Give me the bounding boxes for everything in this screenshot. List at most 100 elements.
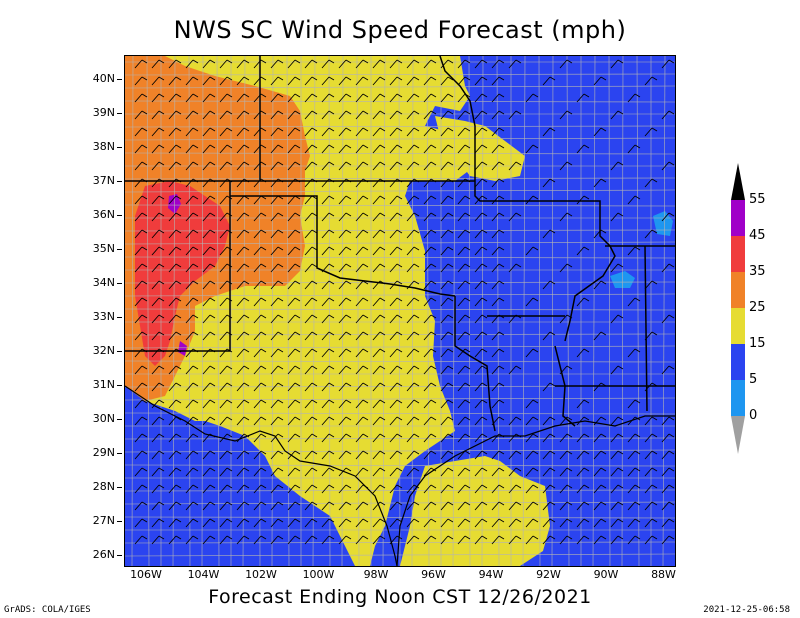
wind-barb (406, 467, 420, 477)
wind-barb (151, 314, 165, 324)
wind-barb (508, 212, 522, 222)
wind-barb (389, 178, 403, 188)
legend-value: 0 (749, 408, 758, 423)
wind-barb (440, 144, 454, 154)
wind-barb (491, 399, 505, 409)
wind-barb (270, 212, 284, 222)
wind-barb (355, 127, 369, 137)
county-line (328, 56, 331, 566)
wind-barb (321, 365, 335, 375)
wind-barb (134, 280, 148, 290)
wind-barb (355, 365, 369, 375)
wind-barb (253, 297, 267, 307)
wind-barb (134, 382, 148, 392)
wind-barb (321, 212, 335, 222)
wind-barb (423, 535, 437, 545)
wind-barb (185, 467, 199, 477)
wind-barb (474, 501, 488, 511)
wind-barb (321, 433, 335, 443)
wind-barb (525, 501, 539, 511)
wind-barb (576, 501, 590, 511)
wind-barb (474, 535, 488, 545)
county-line (608, 56, 611, 566)
wind-barb (406, 195, 420, 205)
wind-barb (423, 382, 437, 392)
wind-barb (321, 331, 335, 341)
wind-barb (576, 416, 590, 426)
wind-barb (236, 212, 250, 222)
wind-barb (270, 484, 284, 494)
wind-barb (661, 433, 675, 443)
wind-barb (321, 280, 335, 290)
wind-barb (287, 263, 301, 273)
wind-barb (440, 280, 454, 290)
wind-barb (508, 450, 522, 460)
wind-barb (372, 348, 386, 358)
wind-barb (406, 229, 420, 239)
wind-barb (236, 246, 250, 256)
wind-barb (508, 314, 522, 324)
wind-barb (406, 144, 420, 154)
wind-barb (168, 382, 182, 392)
wind-barb (202, 246, 216, 256)
wind-barb (287, 76, 301, 86)
latitude-label: 33N (82, 310, 122, 323)
wind-barb (474, 450, 488, 460)
wind-barb (508, 518, 522, 528)
wind-barb (542, 450, 556, 460)
wind-barb (219, 110, 233, 120)
wind-barb (423, 229, 437, 239)
wind-barb (440, 93, 454, 103)
wind-barb (338, 484, 352, 494)
wind-barb (559, 450, 573, 460)
wind-barb (270, 518, 284, 528)
wind-barb (389, 263, 403, 273)
latitude-label: 26N (82, 548, 122, 561)
wind-barb (304, 195, 318, 205)
wind-barb (151, 195, 165, 205)
wind-barb (389, 59, 403, 69)
wind-barb (355, 93, 369, 103)
wind-barb (236, 467, 250, 477)
wind-barb (423, 178, 437, 188)
wind-barb (253, 484, 267, 494)
county-line (125, 229, 675, 232)
wind-barb (253, 518, 267, 528)
wind-barb (440, 501, 454, 511)
wind-barb (151, 518, 165, 528)
wind-barb (321, 297, 335, 307)
wind-barb (168, 110, 182, 120)
wind-barb (270, 161, 284, 171)
longitude-label: 98W (363, 568, 389, 581)
wind-barb (491, 467, 505, 477)
wind-barb (423, 348, 437, 358)
wind-barb (559, 365, 573, 375)
wind-barb (270, 416, 284, 426)
wind-barb (423, 76, 437, 86)
wind-barb (287, 59, 301, 69)
wind-barb (661, 484, 675, 494)
wind-barb (338, 365, 352, 375)
wind-barb (270, 433, 284, 443)
wind-barb (185, 127, 199, 137)
wind-barb (134, 399, 148, 409)
wind-barb (168, 246, 182, 256)
wind-barb (287, 314, 301, 324)
wind-barb (168, 518, 182, 528)
wind-barb (151, 416, 165, 426)
wind-barb (610, 59, 624, 69)
wind-barb (440, 127, 454, 137)
wind-barb (576, 348, 590, 358)
wind-barb (525, 535, 539, 545)
wind-barb (627, 93, 641, 103)
wind-barb (287, 450, 301, 460)
county-line (125, 541, 675, 544)
wind-barb (168, 399, 182, 409)
wind-barb (406, 93, 420, 103)
wind-barb (423, 518, 437, 528)
wind-barb (440, 416, 454, 426)
wind-barb (321, 127, 335, 137)
wind-barb (219, 382, 233, 392)
wind-barb (525, 450, 539, 460)
color-legend (731, 163, 745, 454)
